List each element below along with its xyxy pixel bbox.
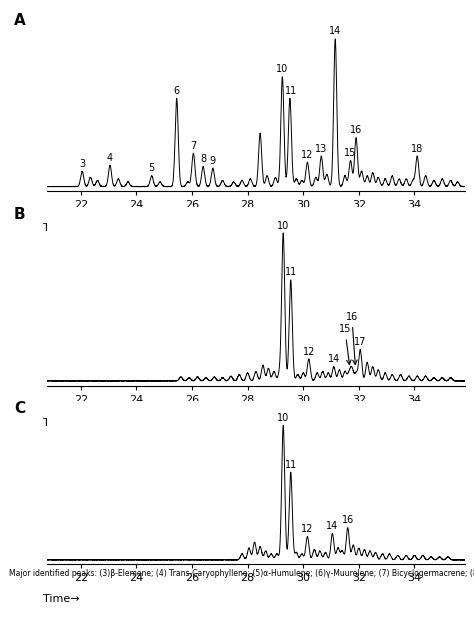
Text: 4: 4	[107, 153, 113, 162]
Text: 16: 16	[350, 125, 362, 135]
Text: C: C	[14, 401, 25, 416]
Text: 12: 12	[302, 347, 315, 357]
Text: 17: 17	[354, 337, 366, 347]
Text: 7: 7	[190, 140, 197, 150]
Text: 15: 15	[339, 324, 351, 364]
Text: 10: 10	[276, 65, 289, 75]
Text: 8: 8	[200, 154, 206, 164]
Text: 14: 14	[329, 26, 341, 36]
Text: Major identified peaks: (3)β-Elemene; (4) Trans-Caryophyllene; (5)α-Humulene; (6: Major identified peaks: (3)β-Elemene; (4…	[9, 569, 474, 577]
Text: 12: 12	[301, 524, 314, 534]
Text: 10: 10	[277, 221, 289, 231]
Text: Time→: Time→	[43, 223, 80, 233]
Text: 18: 18	[411, 144, 423, 154]
Text: A: A	[14, 13, 26, 28]
Text: 6: 6	[173, 86, 180, 96]
Text: 15: 15	[344, 148, 357, 158]
Text: 10: 10	[277, 413, 289, 423]
Text: 5: 5	[148, 164, 155, 173]
Text: 14: 14	[326, 521, 338, 531]
Text: 3: 3	[79, 159, 85, 169]
Text: Time→: Time→	[43, 418, 80, 428]
Text: 11: 11	[284, 86, 297, 96]
Text: 11: 11	[285, 267, 298, 277]
Text: 14: 14	[328, 354, 340, 364]
Text: 12: 12	[301, 150, 314, 160]
Text: 16: 16	[342, 515, 354, 525]
Text: Time→: Time→	[43, 594, 80, 604]
Text: 13: 13	[315, 144, 328, 154]
Text: 9: 9	[210, 155, 216, 166]
Text: 16: 16	[346, 312, 358, 364]
Text: 11: 11	[285, 460, 298, 470]
Text: B: B	[14, 207, 26, 222]
